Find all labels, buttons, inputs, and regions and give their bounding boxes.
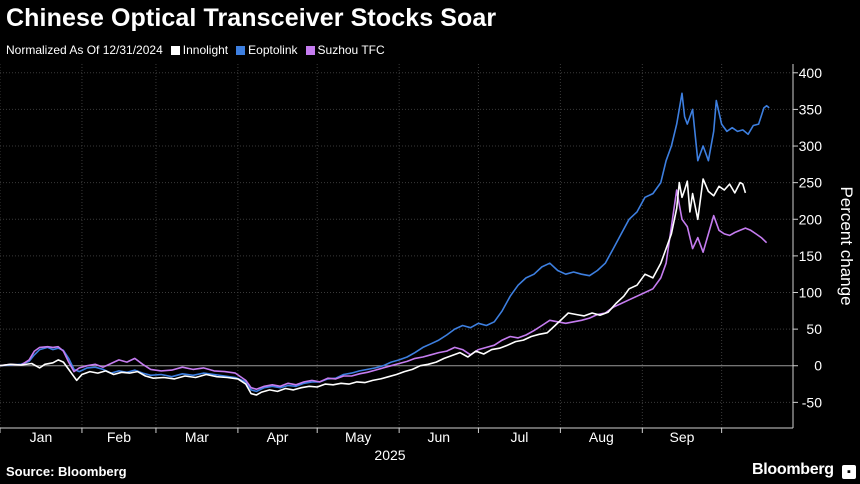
legend-swatch-innolight — [170, 45, 180, 55]
y-tick-label: 300 — [799, 138, 823, 154]
y-tick-label: 350 — [799, 101, 823, 117]
legend-label-suzhou-tfc: Suzhou TFC — [317, 43, 385, 57]
legend-swatch-suzhou-tfc — [305, 45, 315, 55]
grid-lines — [0, 64, 793, 428]
x-tick-label: Feb — [107, 429, 131, 445]
source-note: Source: Bloomberg — [6, 464, 127, 479]
x-tick-label: May — [345, 429, 371, 445]
axes — [0, 64, 798, 433]
y-axis-label: Percent change — [837, 186, 856, 305]
series-lines — [0, 92, 770, 396]
y-tick-labels: 400 350 300 250 200 150 100 50 0 -50 — [799, 65, 823, 411]
brand-mark-icon: ▪ — [842, 465, 856, 479]
legend: Normalized As Of 12/31/2024 Innolight Eo… — [6, 43, 393, 57]
y-tick-label: 250 — [799, 175, 823, 191]
x-tick-label: Sep — [670, 429, 695, 445]
x-tick-label: Apr — [267, 429, 289, 445]
y-tick-label: 150 — [799, 248, 823, 264]
series-line-eoptolink — [0, 92, 770, 393]
x-tick-label: Mar — [185, 429, 209, 445]
y-tick-label: 0 — [814, 358, 822, 374]
series-line-suzhou-tfc — [0, 189, 768, 390]
x-tick-label: Jan — [30, 429, 53, 445]
x-year-label: 2025 — [374, 447, 405, 463]
y-tick-label: 100 — [799, 285, 823, 301]
x-tick-label: Jun — [428, 429, 451, 445]
legend-label-eoptolink: Eoptolink — [248, 43, 298, 57]
y-tick-label: 400 — [799, 65, 823, 81]
legend-label-innolight: Innolight — [182, 43, 229, 57]
legend-item-suzhou-tfc: Suzhou TFC — [305, 43, 385, 57]
y-tick-label: 200 — [799, 211, 823, 227]
series-line-innolight — [0, 178, 747, 396]
x-tick-label: Jul — [510, 429, 528, 445]
y-tick-label: -50 — [802, 394, 822, 410]
legend-item-innolight: Innolight — [170, 43, 229, 57]
legend-item-eoptolink: Eoptolink — [236, 43, 298, 57]
x-tick-label: Aug — [589, 429, 614, 445]
x-tick-labels: Jan Feb Mar Apr May Jun Jul Aug Sep — [30, 429, 695, 445]
chart-subtitle: Normalized As Of 12/31/2024 — [6, 43, 163, 57]
brand-logo-text: Bloomberg — [752, 461, 834, 478]
y-tick-label: 50 — [806, 321, 822, 337]
chart-title: Chinese Optical Transceiver Stocks Soar — [6, 4, 497, 32]
legend-swatch-eoptolink — [236, 45, 246, 55]
